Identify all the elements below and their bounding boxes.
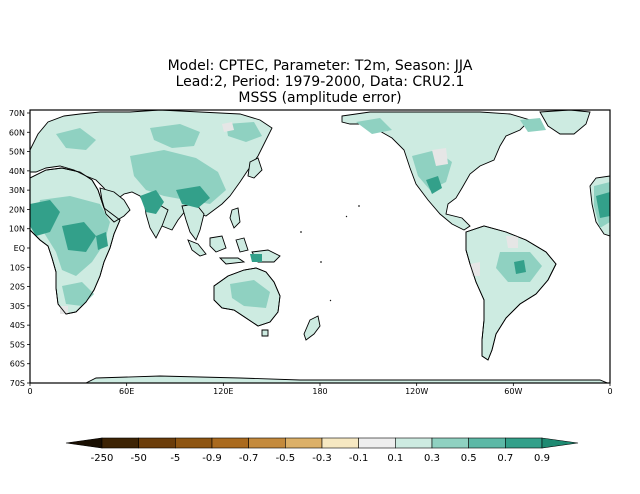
longitude-tick-label: 120W: [405, 387, 428, 396]
tasmania-island: [261, 329, 269, 337]
new-zealand-islands: [303, 315, 321, 341]
colorbar-segment: [468, 437, 506, 449]
africa-coastline: [30, 167, 121, 315]
indonesia-islands: [187, 235, 249, 265]
mid-patch: [62, 282, 94, 306]
longitude-tick-label: 60E: [119, 387, 134, 396]
dark-patch: [176, 186, 210, 208]
dark-patch: [250, 254, 262, 262]
latitude-tick-label: 30N: [9, 186, 25, 195]
longitude-tick-label: 180: [312, 387, 327, 396]
latitude-tick-label: EQ: [14, 244, 25, 253]
antarctica-edge: [84, 375, 609, 383]
latitude-tick-label: 60N: [9, 128, 25, 137]
colorbar-max-arrow: [541, 437, 579, 449]
dark-patch: [140, 190, 164, 214]
low-skill-patches: [60, 122, 518, 314]
colorbar-tick-label: -250: [91, 453, 114, 464]
latitude-tick-label: 40S: [10, 321, 25, 330]
colorbar-tick-label: -0.5: [276, 453, 296, 464]
south-america-coastline: [465, 225, 557, 361]
latitude-tick-label: 20N: [9, 205, 25, 214]
colorbar-tick-label: 0.3: [424, 453, 440, 464]
colorbar-tick-label: -50: [130, 453, 146, 464]
grey-patch: [60, 306, 68, 314]
colorbar-tick-label: -0.7: [239, 453, 259, 464]
colorbar-segment: [285, 437, 323, 449]
latitude-labels: 70N 60N 50N 40N 30N 20N 10N EQ 10S 20S 30S 40S 50S 60…: [9, 109, 30, 388]
colorbar-tick-label: 0.9: [534, 453, 550, 464]
dark-patch: [30, 200, 60, 236]
latitude-tick-label: 50N: [9, 148, 25, 157]
colorbar-boxes: [65, 437, 579, 449]
dark-patch: [514, 260, 526, 274]
longitude-tick-label: 60W: [504, 387, 522, 396]
colorbar-tick-label: 0.1: [387, 453, 403, 464]
colorbar-segment: [358, 437, 396, 449]
latitude-tick-label: 20S: [10, 283, 25, 292]
map-title: Model: CPTEC, Parameter: T2m, Season: JJ…: [0, 58, 640, 106]
latitude-tick-label: 70N: [9, 109, 25, 118]
title-line-model: Model: CPTEC, Parameter: T2m, Season: JJ…: [167, 58, 473, 74]
title-line-lead: Lead:2, Period: 1979-2000, Data: CRU2.1: [175, 74, 465, 90]
colorbar-segment: [211, 437, 249, 449]
mid-patch: [226, 122, 262, 142]
philippines-islands: [229, 207, 241, 229]
colorbar-tick-label: -0.3: [312, 453, 332, 464]
mid-patch: [356, 118, 392, 134]
japan-islands: [247, 157, 263, 179]
dark-patch: [596, 192, 610, 218]
colorbar-segment: [101, 437, 139, 449]
pacific-islands: [300, 205, 360, 302]
mid-patch: [150, 124, 200, 148]
longitude-tick-label: 0: [27, 387, 32, 396]
latitude-tick-label: 70S: [10, 379, 25, 388]
colorbar-tick-label: 0.5: [461, 453, 477, 464]
dark-patch: [96, 232, 108, 250]
dark-patch: [62, 222, 96, 252]
colorbar-segment: [248, 437, 286, 449]
map-field: [30, 110, 610, 383]
colorbar-segment: [431, 437, 469, 449]
colorbar-segment: [175, 437, 213, 449]
latitude-tick-label: 10S: [10, 263, 25, 272]
colorbar-min-arrow: [65, 437, 103, 449]
grey-patch: [506, 236, 518, 248]
australia-coastline: [213, 267, 281, 327]
title-line-metric: MSSS (amplitude error): [238, 90, 402, 106]
dark-patch: [426, 176, 442, 194]
grey-patch: [432, 148, 448, 166]
colorbar-tick-label: -0.9: [202, 453, 222, 464]
latitude-tick-label: 40N: [9, 167, 25, 176]
latitude-tick-label: 30S: [10, 302, 25, 311]
latitude-tick-label: 60S: [10, 360, 25, 369]
mid-patch: [520, 118, 546, 132]
mid-patch: [56, 128, 96, 150]
colorbar-segment: [505, 437, 543, 449]
colorbar-tick-label: -5: [170, 453, 180, 464]
mid-patch: [230, 280, 270, 308]
colorbar-segment: [321, 437, 359, 449]
colorbar-tick-label: -0.1: [349, 453, 369, 464]
colorbar-segment: [138, 437, 176, 449]
colorbar-segment: [395, 437, 433, 449]
colorbar-labels: -250 -50 -5 -0.9 -0.7 -0.5 -0.3 -0.1 0.1 0.3 0.5 0.…: [91, 453, 550, 464]
high-skill-patches: [30, 176, 610, 274]
longitude-tick-label: 0: [607, 387, 612, 396]
grey-patch: [222, 122, 234, 132]
colorbar-tick-label: 0.7: [497, 453, 513, 464]
latitude-tick-label: 50S: [10, 340, 25, 349]
longitude-labels: 0 60E 120E 180 120W 60W 0: [27, 383, 613, 396]
longitude-tick-label: 120E: [213, 387, 233, 396]
coastlines: [30, 167, 557, 361]
latitude-tick-label: 10N: [9, 225, 25, 234]
